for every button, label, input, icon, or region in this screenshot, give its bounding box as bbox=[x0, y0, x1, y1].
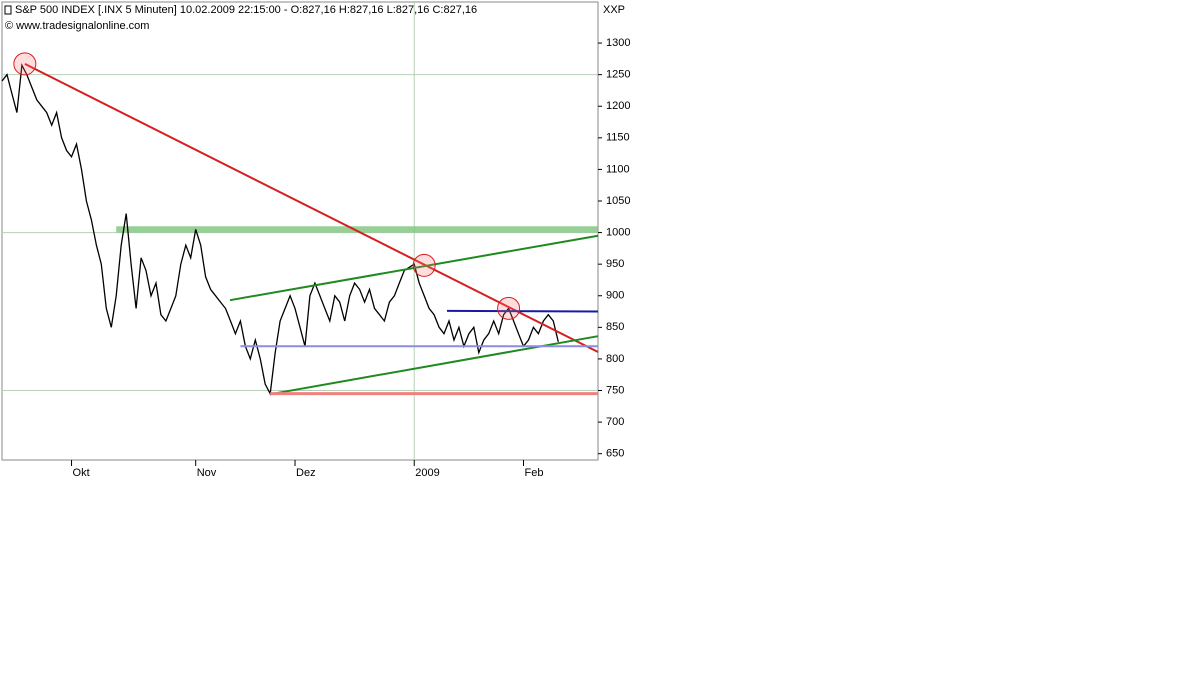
touch-marker bbox=[412, 253, 436, 277]
price-line bbox=[1, 62, 559, 396]
y-tick-label: 1100 bbox=[606, 163, 630, 175]
y-tick-label: 750 bbox=[606, 384, 624, 396]
y-axis-label: XXP bbox=[603, 4, 625, 16]
x-tick-label: 2009 bbox=[415, 467, 439, 479]
chart-title: S&P 500 INDEX [.INX 5 Minuten] 10.02.200… bbox=[15, 4, 477, 16]
touch-marker bbox=[13, 52, 37, 76]
y-tick-label: 700 bbox=[606, 416, 624, 428]
touch-marker bbox=[497, 296, 521, 320]
y-tick-label: 1000 bbox=[606, 226, 630, 238]
y-tick-label: 650 bbox=[606, 448, 624, 460]
x-tick-label: Feb bbox=[525, 467, 544, 479]
x-tick-label: Okt bbox=[73, 467, 90, 479]
y-tick-label: 850 bbox=[606, 321, 624, 333]
trendline bbox=[24, 63, 599, 353]
y-tick-label: 900 bbox=[606, 290, 624, 302]
y-tick-label: 800 bbox=[606, 353, 624, 365]
chart-subtitle: © www.tradesignalonline.com bbox=[5, 20, 149, 32]
x-tick-label: Dez bbox=[296, 467, 316, 479]
y-tick-label: 950 bbox=[606, 258, 624, 270]
title-icon bbox=[4, 5, 12, 15]
y-tick-label: 1250 bbox=[606, 69, 630, 81]
support-band bbox=[116, 226, 598, 233]
y-tick-label: 1050 bbox=[606, 195, 630, 207]
trendline bbox=[229, 234, 599, 302]
y-tick-label: 1200 bbox=[606, 100, 630, 112]
trendline bbox=[447, 309, 599, 313]
y-tick-label: 1150 bbox=[606, 132, 630, 144]
x-tick-label: Nov bbox=[197, 467, 217, 479]
y-tick-label: 1300 bbox=[606, 37, 630, 49]
